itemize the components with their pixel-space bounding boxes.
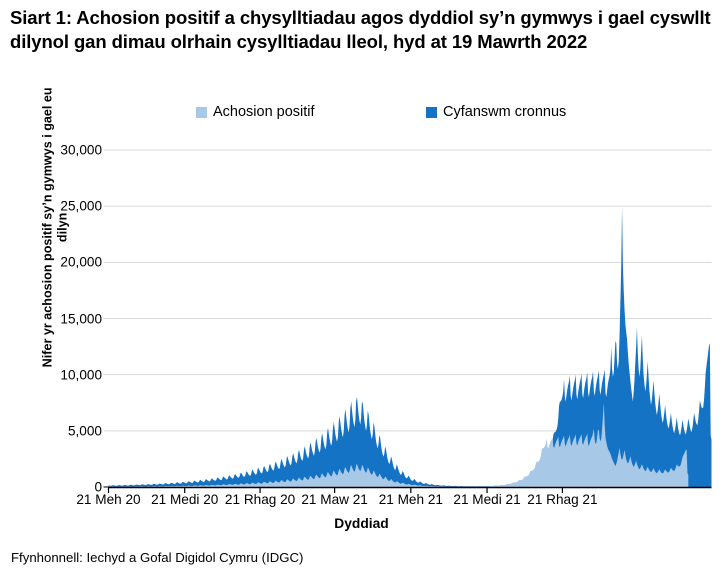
chart-legend: Achosion positif Cyfanswm cronnus [0, 104, 723, 126]
chart-title: Siart 1: Achosion positif a chysylltiada… [10, 7, 711, 53]
legend-item-achosion-positif[interactable]: Achosion positif [196, 104, 315, 120]
chart-series-layer [108, 206, 712, 488]
y-tick-label: 20,000 [60, 254, 102, 270]
y-tick-label: 10,000 [60, 367, 102, 383]
series-area-achosion-positif [108, 402, 689, 487]
x-tick-label: 21 Rhag 21 [527, 492, 598, 507]
y-tick-label: 15,000 [60, 311, 102, 326]
x-tick-label: 21 Maw 21 [301, 492, 368, 507]
source-note: Ffynhonnell: Iechyd a Gofal Digidol Cymr… [11, 550, 304, 565]
y-tick-label: 30,000 [60, 142, 102, 158]
series-area-cyfanswm-cronnus [108, 206, 712, 488]
legend-item-cyfanswm-cronnus[interactable]: Cyfanswm cronnus [426, 104, 566, 120]
legend-swatch-cyfanswm-cronnus [426, 106, 437, 118]
y-axis-tick-labels: 0 5,000 10,000 15,000 20,000 25,000 30,000 [36, 0, 102, 579]
x-tick-label: 21 Meh 21 [378, 492, 443, 507]
x-tick-label: 21 Meh 20 [76, 492, 141, 507]
x-tick-label: 21 Rhag 20 [224, 492, 296, 507]
x-tick-label: 21 Medi 20 [151, 492, 219, 507]
chart-x-tickmarks [107, 487, 564, 493]
x-axis-tick-labels: 21 Meh 20 21 Medi 20 21 Rhag 20 21 Maw 21 21… [0, 492, 723, 512]
chart-gridlines [108, 149, 712, 432]
x-axis-title: Dyddiad [334, 516, 389, 531]
legend-label-achosion-positif: Achosion positif [213, 104, 315, 120]
x-tick-label: 21 Medi 21 [453, 492, 521, 507]
chart-axis-lines [103, 149, 712, 489]
y-tick-label: 25,000 [60, 198, 102, 214]
y-tick-label: 0 [94, 479, 102, 495]
legend-swatch-achosion-positif [196, 106, 207, 118]
y-tick-label: 5,000 [67, 423, 102, 439]
legend-label-cyfanswm-cronnus: Cyfanswm cronnus [443, 104, 567, 120]
